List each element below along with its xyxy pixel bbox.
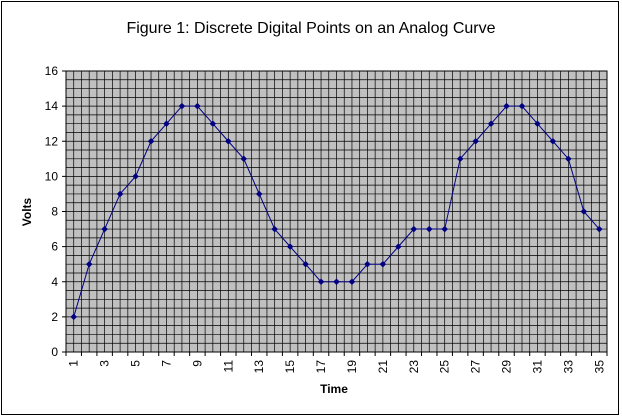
- data-point: [348, 278, 356, 286]
- data-point: [70, 313, 78, 321]
- y-tick-label: 16: [45, 64, 59, 78]
- x-tick-label: 27: [469, 360, 483, 374]
- x-tick-label: 15: [283, 360, 297, 374]
- data-point: [425, 225, 433, 233]
- data-point: [549, 137, 557, 145]
- data-point: [116, 190, 124, 198]
- x-tick-label: 19: [345, 360, 359, 374]
- x-tick-label: 25: [438, 360, 452, 374]
- data-point: [147, 137, 155, 145]
- data-point: [472, 137, 479, 145]
- data-point: [132, 173, 139, 180]
- data-point: [456, 155, 464, 163]
- data-point: [178, 102, 186, 110]
- data-point: [595, 225, 603, 233]
- data-point: [333, 278, 340, 286]
- data-point: [224, 137, 232, 145]
- data-point: [580, 208, 588, 215]
- y-tick-label: 8: [51, 205, 58, 219]
- data-point: [302, 260, 309, 268]
- x-tick-label: 31: [530, 360, 544, 374]
- data-point: [379, 260, 387, 268]
- x-tick-label: 7: [159, 360, 173, 367]
- y-tick-label: 4: [51, 275, 58, 289]
- data-point: [503, 102, 510, 110]
- x-tick-labels: 1 3 5 7 9 11 13 15 17 19 21 23 25 27 29 31 33 35: [67, 360, 607, 374]
- data-point: [518, 102, 526, 110]
- y-axis-label: Volts: [20, 197, 34, 226]
- series-points: [70, 102, 603, 321]
- data-point: [194, 102, 201, 110]
- y-tick-label: 14: [45, 99, 59, 113]
- data-point: [565, 155, 572, 163]
- y-tick-labels: 0 2 4 6 8 10 12 14 16: [45, 64, 59, 359]
- x-tick-label: 1: [67, 360, 81, 367]
- data-point: [209, 120, 217, 128]
- x-tick-label: 3: [98, 360, 112, 367]
- data-point: [487, 120, 495, 128]
- data-point: [240, 155, 248, 163]
- y-tick-label: 0: [51, 345, 58, 359]
- x-tick-label: 5: [129, 360, 143, 367]
- x-tick-label: 21: [376, 360, 390, 374]
- data-point: [163, 120, 170, 128]
- data-point: [271, 225, 279, 233]
- x-tick-label: 29: [500, 360, 514, 374]
- data-point: [410, 225, 418, 233]
- x-tick-label: 17: [314, 360, 328, 374]
- x-tick-label: 33: [561, 360, 575, 374]
- data-point: [85, 260, 93, 268]
- x-axis-label: Time: [320, 382, 348, 396]
- data-point: [255, 190, 263, 198]
- x-tick-label: 23: [407, 360, 421, 374]
- y-tick-label: 10: [45, 169, 59, 183]
- data-point: [534, 120, 541, 128]
- grid-lines: [65, 70, 608, 353]
- data-point: [364, 260, 371, 268]
- data-point: [394, 243, 402, 250]
- y-tick-label: 6: [51, 240, 58, 254]
- axes: [62, 70, 608, 356]
- data-point: [317, 278, 325, 286]
- x-tick-label: 35: [592, 360, 606, 374]
- data-point: [101, 225, 108, 233]
- y-tick-label: 12: [45, 134, 59, 148]
- x-tick-label: 11: [221, 360, 235, 373]
- chart-title: Figure 1: Discrete Digital Points on an …: [126, 20, 495, 37]
- x-tick-label: 13: [252, 360, 266, 374]
- data-point: [286, 243, 294, 250]
- data-point: [441, 225, 449, 233]
- x-tick-label: 9: [190, 360, 204, 367]
- y-tick-label: 2: [51, 310, 58, 324]
